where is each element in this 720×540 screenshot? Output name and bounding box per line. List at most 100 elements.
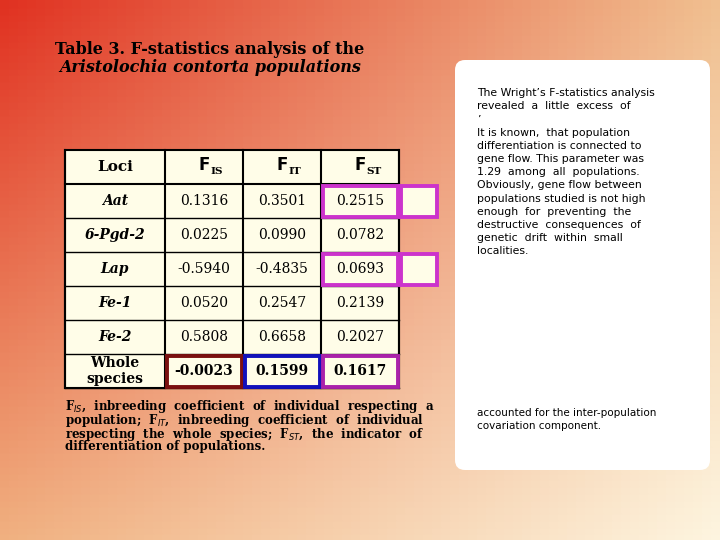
Bar xyxy=(117,431,127,438)
Bar xyxy=(198,397,208,405)
Bar xyxy=(225,181,235,189)
Bar xyxy=(414,431,424,438)
Bar xyxy=(54,363,64,372)
Bar xyxy=(144,451,154,459)
Bar xyxy=(360,458,370,465)
Bar xyxy=(666,114,676,122)
Bar xyxy=(585,289,595,297)
Bar xyxy=(621,201,631,209)
Bar xyxy=(657,154,667,162)
Bar xyxy=(108,296,118,303)
Bar xyxy=(594,525,604,534)
Bar xyxy=(702,46,712,54)
Bar xyxy=(162,377,172,384)
Bar xyxy=(198,201,208,209)
Bar xyxy=(693,120,703,128)
Bar xyxy=(396,181,406,189)
Bar xyxy=(450,485,460,492)
Bar xyxy=(648,73,658,81)
Bar xyxy=(648,357,658,364)
Bar xyxy=(162,114,172,122)
Bar xyxy=(423,519,433,526)
Bar xyxy=(27,181,37,189)
Bar xyxy=(396,397,406,405)
Bar xyxy=(576,282,586,291)
Bar xyxy=(414,19,424,27)
Bar xyxy=(225,411,235,418)
Bar xyxy=(45,222,55,230)
Bar xyxy=(414,249,424,256)
Bar xyxy=(405,215,415,222)
Bar xyxy=(216,505,226,513)
Bar xyxy=(702,80,712,87)
Bar xyxy=(702,282,712,291)
Bar xyxy=(468,161,478,168)
Bar xyxy=(504,512,514,519)
Bar xyxy=(396,323,406,330)
Bar xyxy=(63,19,73,27)
Bar xyxy=(135,53,145,60)
Bar xyxy=(531,269,541,276)
Bar xyxy=(225,316,235,324)
Bar xyxy=(603,134,613,141)
Bar xyxy=(369,296,379,303)
Bar xyxy=(54,12,64,20)
Bar xyxy=(0,404,10,411)
Bar xyxy=(225,66,235,74)
Bar xyxy=(315,309,325,317)
Bar xyxy=(594,519,604,526)
Bar xyxy=(315,73,325,81)
Bar xyxy=(99,33,109,40)
Bar xyxy=(711,444,720,453)
Bar xyxy=(477,309,487,317)
Bar xyxy=(666,242,676,249)
Bar xyxy=(297,255,307,263)
Bar xyxy=(666,505,676,513)
Bar xyxy=(234,357,244,364)
Bar xyxy=(108,431,118,438)
Bar xyxy=(306,330,316,338)
Bar xyxy=(0,512,10,519)
Bar xyxy=(252,438,262,446)
Bar xyxy=(252,505,262,513)
Bar xyxy=(243,424,253,432)
Bar xyxy=(684,282,694,291)
Bar xyxy=(531,492,541,500)
Bar xyxy=(675,147,685,156)
Bar xyxy=(108,370,118,378)
Bar xyxy=(117,397,127,405)
Bar xyxy=(576,181,586,189)
Bar xyxy=(54,519,64,526)
Bar xyxy=(432,0,442,6)
Bar xyxy=(396,87,406,94)
Bar xyxy=(162,33,172,40)
Bar xyxy=(270,390,280,399)
Bar xyxy=(252,532,262,540)
Bar xyxy=(414,289,424,297)
Bar xyxy=(306,411,316,418)
Bar xyxy=(450,417,460,426)
Bar xyxy=(549,458,559,465)
Bar xyxy=(522,93,532,102)
Bar xyxy=(234,0,244,6)
Bar xyxy=(693,465,703,472)
Bar xyxy=(639,107,649,115)
Bar xyxy=(630,93,640,102)
Bar xyxy=(36,242,46,249)
Bar xyxy=(504,336,514,345)
Bar xyxy=(54,46,64,54)
Bar xyxy=(288,465,298,472)
Bar xyxy=(459,525,469,534)
Bar xyxy=(657,66,667,74)
Bar xyxy=(216,343,226,351)
Bar xyxy=(684,114,694,122)
Bar xyxy=(144,343,154,351)
Bar xyxy=(567,26,577,33)
Bar xyxy=(117,66,127,74)
Bar xyxy=(423,188,433,195)
Bar xyxy=(189,60,199,68)
Bar xyxy=(522,255,532,263)
Bar xyxy=(207,39,217,47)
Bar xyxy=(558,215,568,222)
Bar xyxy=(90,485,100,492)
